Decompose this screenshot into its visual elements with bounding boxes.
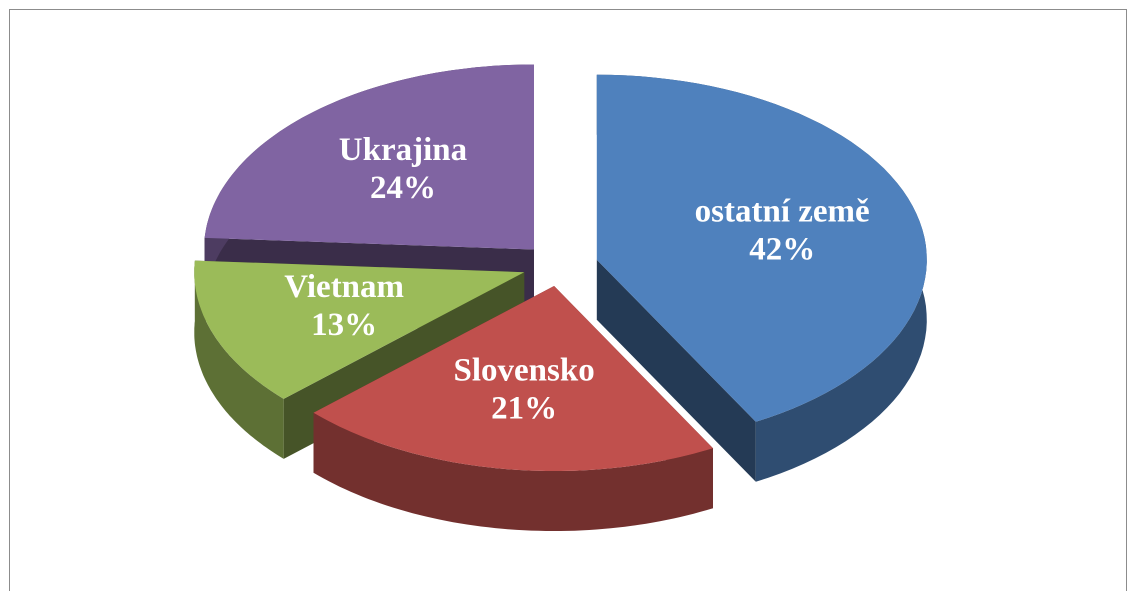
slice — [596, 74, 927, 422]
value-label: 13% — [311, 307, 377, 343]
slice — [313, 286, 713, 471]
slice — [204, 64, 534, 250]
pie — [194, 64, 927, 531]
slice-wall — [313, 412, 713, 531]
slice — [194, 260, 525, 399]
slice-label: Slovensko — [454, 353, 595, 389]
value-label: 42% — [749, 232, 815, 268]
slice-wall — [194, 260, 284, 459]
slice-label: Ukrajina — [339, 132, 467, 168]
value-label: 21% — [491, 391, 557, 427]
slice-side — [596, 259, 756, 482]
value-label: 24% — [370, 170, 436, 206]
slice-label: ostatní země — [695, 194, 870, 230]
slice-label: Vietnam — [284, 269, 404, 305]
